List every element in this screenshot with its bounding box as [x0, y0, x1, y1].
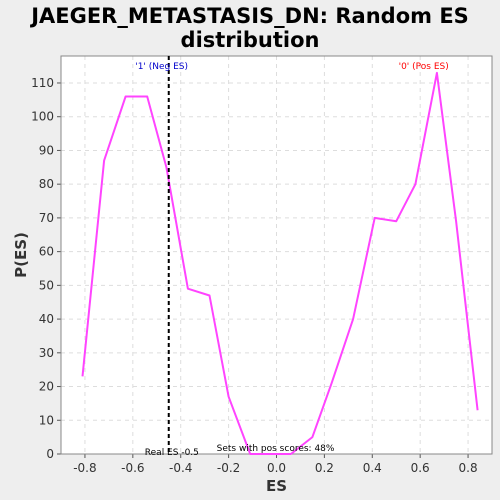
y-tick-label: 50	[39, 278, 54, 292]
y-tick-label: 0	[46, 447, 54, 461]
x-tick-label: 0.4	[363, 461, 382, 475]
y-tick-label: 60	[39, 245, 54, 259]
x-tick-label: -0.2	[217, 461, 240, 475]
y-tick-label: 80	[39, 177, 54, 191]
x-tick-label: 0.2	[315, 461, 334, 475]
y-tick-label: 110	[31, 76, 54, 90]
series-line	[81, 71, 479, 455]
series-layer	[81, 71, 479, 455]
x-tick-label: 0.8	[459, 461, 478, 475]
y-tick-label: 40	[39, 312, 54, 326]
y-tick-label: 30	[39, 346, 54, 360]
neg-es-label: '1' (Neg ES)	[135, 62, 188, 72]
y-tick-label: 70	[39, 211, 54, 225]
y-tick-label: 20	[39, 380, 54, 394]
x-axis-title: ES	[266, 477, 287, 495]
chart-title-line1: JAEGER_METASTASIS_DN: Random ES	[31, 4, 469, 28]
y-axis-title: P(ES)	[12, 232, 30, 278]
y-tick-label: 90	[39, 143, 54, 157]
x-tick-label: -0.6	[121, 461, 144, 475]
pos-es-label: '0' (Pos ES)	[399, 62, 449, 72]
pos-scores-label: Sets with pos scores: 48%	[217, 444, 335, 454]
x-tick-label: -0.8	[73, 461, 96, 475]
real-es-label: Real ES -0.5	[145, 448, 199, 458]
chart-title-line2: distribution	[180, 28, 320, 52]
axes: 0 10 20 30 40 50 60 70 80 90 100 110 -0.8 -0.6 -0.4 -0.…	[31, 55, 493, 475]
x-tick-label: -0.4	[169, 461, 192, 475]
grid	[61, 56, 492, 455]
x-tick-label: 0.0	[267, 461, 286, 475]
y-tick-label: 10	[39, 413, 54, 427]
x-tick-label: 0.6	[411, 461, 430, 475]
y-tick-label: 100	[31, 110, 54, 124]
